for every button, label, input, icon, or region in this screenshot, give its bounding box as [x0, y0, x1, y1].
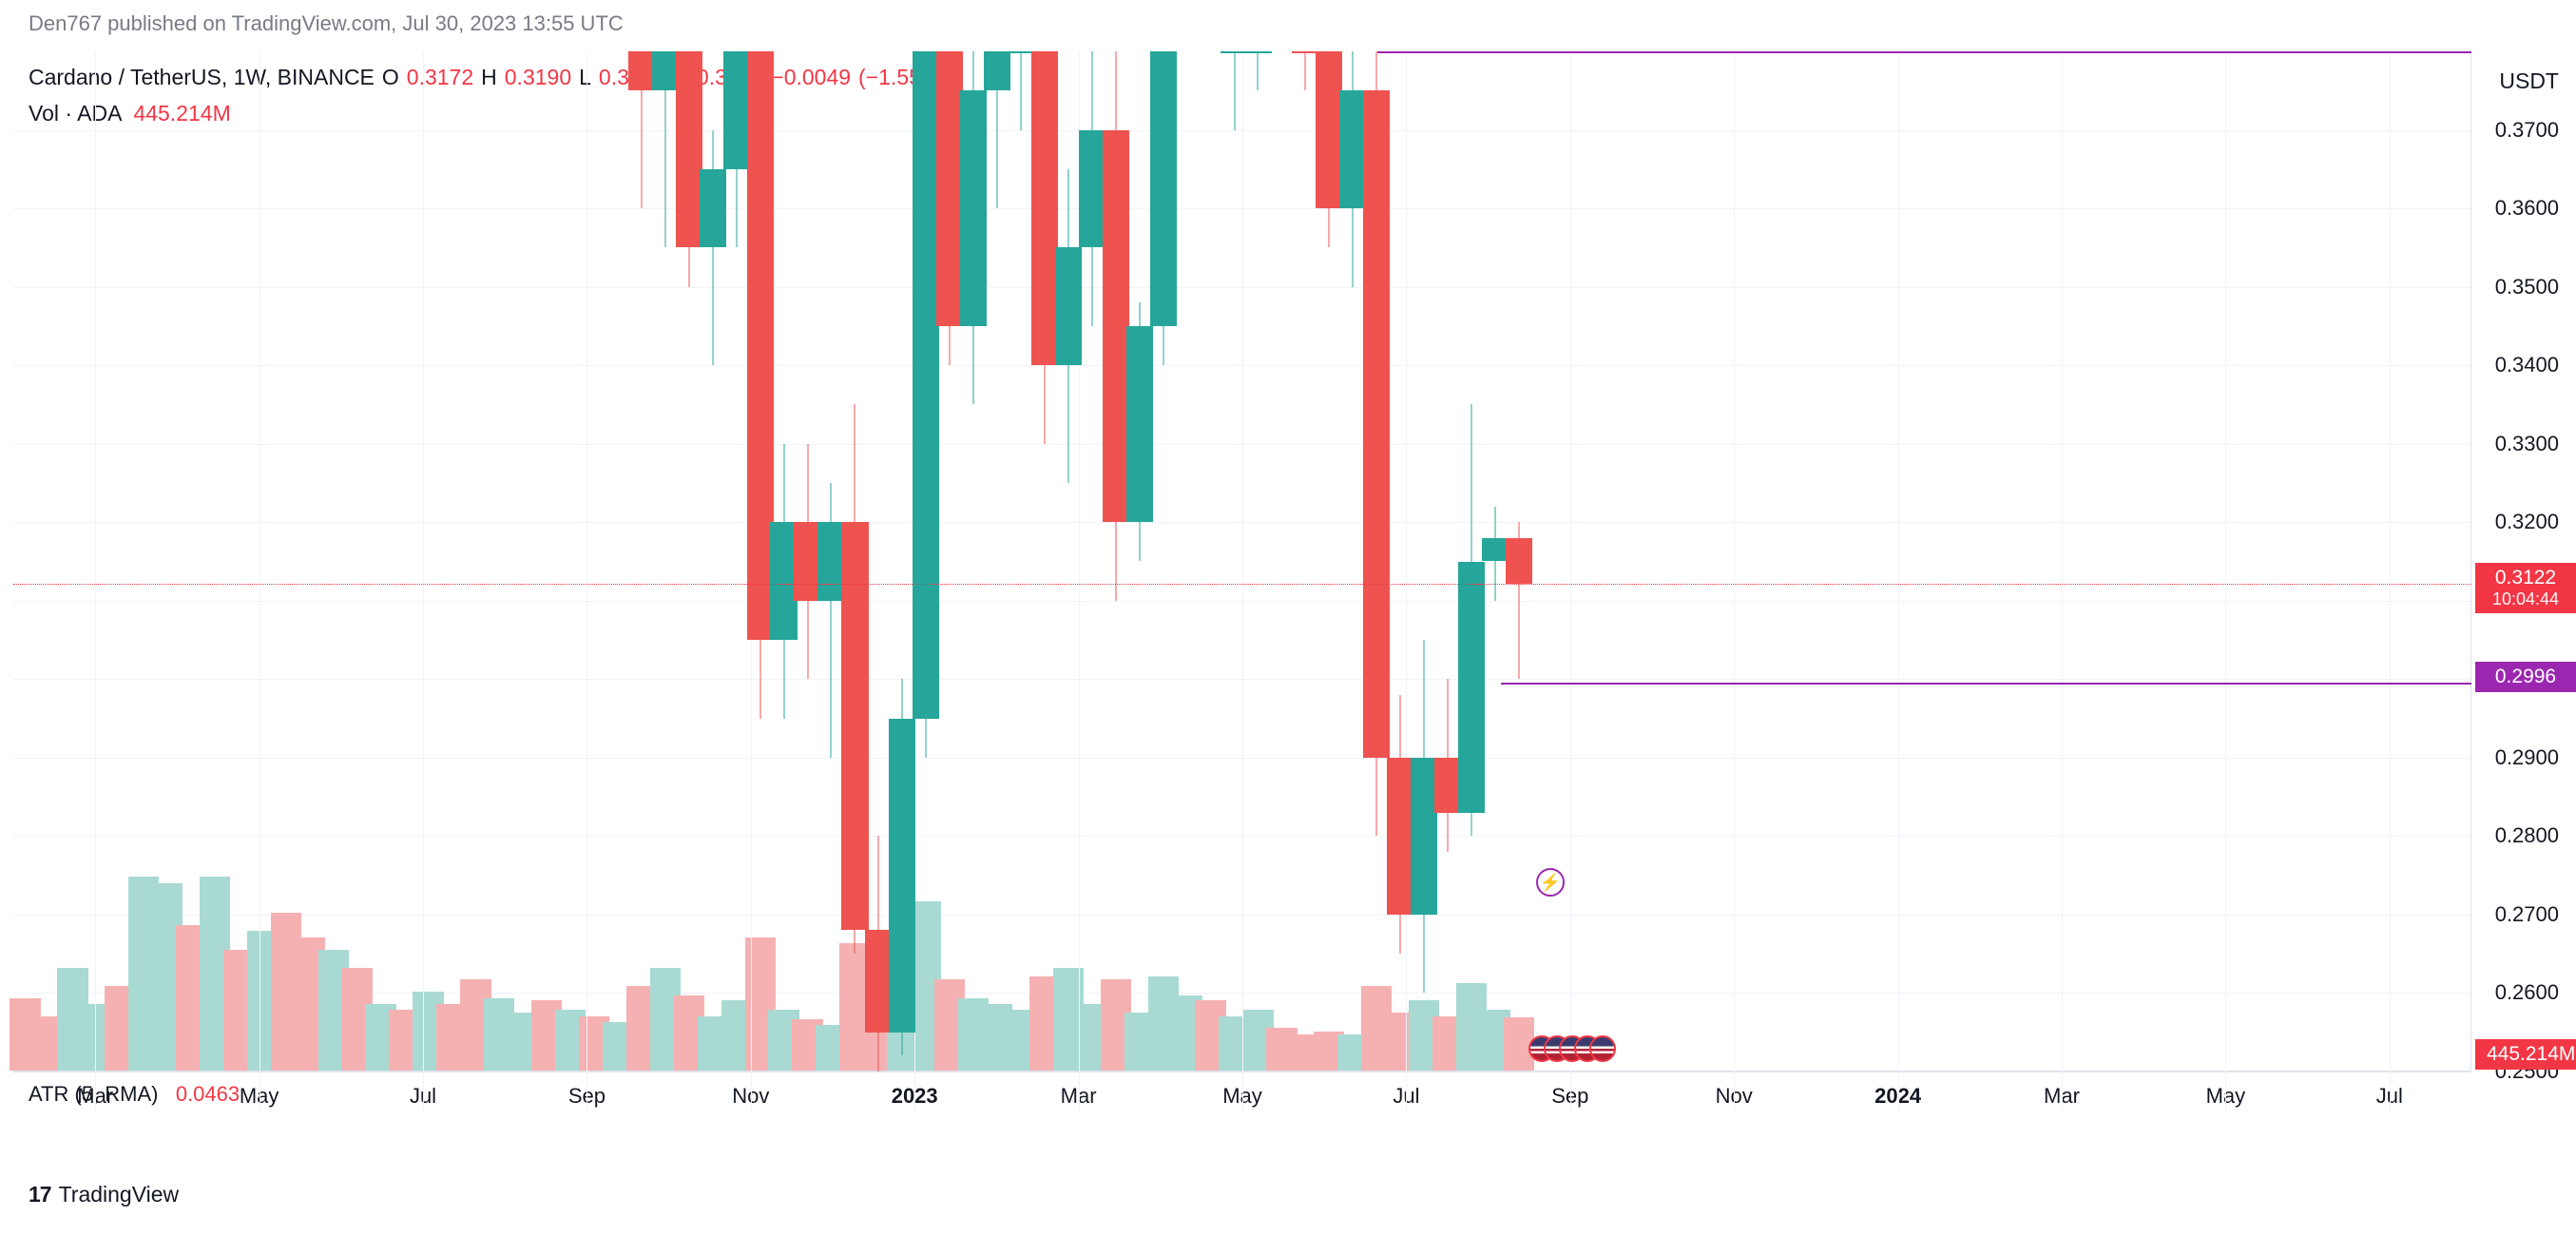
price-tag: 0.2996	[2475, 662, 2576, 692]
y-tick-label: 0.3400	[2495, 353, 2559, 377]
y-tick-label: 0.3600	[2495, 196, 2559, 221]
y-tick-label: 0.2900	[2495, 745, 2559, 770]
gridline-v	[586, 51, 587, 1112]
flag-icon	[1589, 1035, 1616, 1062]
price-tag: 445.214M	[2475, 1039, 2576, 1070]
chart-root: Den767 published on TradingView.com, Jul…	[0, 0, 2576, 1236]
tradingview-logo-icon: 17	[29, 1182, 51, 1207]
gridline-v	[1734, 51, 1735, 1112]
gridline-v	[2062, 51, 2063, 1112]
y-tick-label: 0.3300	[2495, 432, 2559, 456]
gridline-v	[1898, 51, 1899, 1112]
gridline-v	[95, 51, 96, 1112]
y-tick-label: 0.3700	[2495, 118, 2559, 143]
gridline-v	[1570, 51, 1571, 1112]
y-tick-label: 0.2600	[2495, 980, 2559, 1005]
footer: 17 TradingView	[29, 1182, 179, 1207]
gridline-v	[2390, 51, 2391, 1112]
y-tick-label: 0.2800	[2495, 823, 2559, 848]
price-axis[interactable]: USDT 0.3700 0.3600 0.3500 0.3400 0.3300 0.320…	[2471, 51, 2576, 1072]
y-tick-label: 0.3500	[2495, 275, 2559, 299]
price-tag: 0.312210:04:44	[2475, 563, 2576, 613]
support-line[interactable]	[1501, 683, 2471, 685]
candle	[1242, 0, 1273, 1236]
gridline-v	[423, 51, 424, 1112]
footer-text: TradingView	[59, 1182, 180, 1207]
event-flag-icons	[1528, 1035, 1616, 1062]
gridline-v	[2225, 51, 2226, 1112]
current-price-line	[13, 584, 2471, 585]
publish-info: Den767 published on TradingView.com, Jul…	[29, 11, 624, 36]
candle	[1148, 0, 1179, 1236]
resistance-line[interactable]	[1377, 51, 2471, 53]
lightning-icon: ⚡	[1536, 868, 1565, 897]
currency-label: USDT	[2499, 68, 2559, 94]
y-tick-label: 0.3200	[2495, 510, 2559, 534]
y-tick-label: 0.2700	[2495, 902, 2559, 927]
